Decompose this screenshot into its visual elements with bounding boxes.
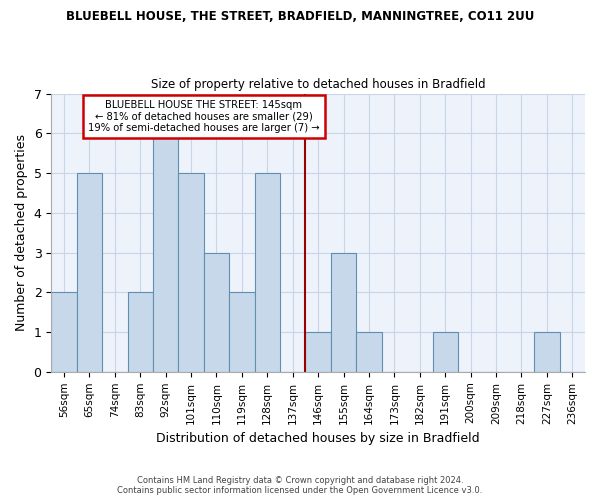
Bar bbox=[153, 134, 178, 372]
Title: Size of property relative to detached houses in Bradfield: Size of property relative to detached ho… bbox=[151, 78, 485, 91]
Bar bbox=[229, 292, 254, 372]
Bar bbox=[331, 252, 356, 372]
Text: Contains HM Land Registry data © Crown copyright and database right 2024.
Contai: Contains HM Land Registry data © Crown c… bbox=[118, 476, 482, 495]
Bar bbox=[356, 332, 382, 372]
Bar bbox=[77, 173, 102, 372]
Bar bbox=[254, 173, 280, 372]
Bar bbox=[305, 332, 331, 372]
Text: BLUEBELL HOUSE, THE STREET, BRADFIELD, MANNINGTREE, CO11 2UU: BLUEBELL HOUSE, THE STREET, BRADFIELD, M… bbox=[66, 10, 534, 23]
Bar bbox=[51, 292, 77, 372]
Bar bbox=[178, 173, 204, 372]
X-axis label: Distribution of detached houses by size in Bradfield: Distribution of detached houses by size … bbox=[157, 432, 480, 445]
Bar bbox=[433, 332, 458, 372]
Y-axis label: Number of detached properties: Number of detached properties bbox=[15, 134, 28, 331]
Bar bbox=[204, 252, 229, 372]
Text: BLUEBELL HOUSE THE STREET: 145sqm
← 81% of detached houses are smaller (29)
19% : BLUEBELL HOUSE THE STREET: 145sqm ← 81% … bbox=[88, 100, 320, 132]
Bar bbox=[128, 292, 153, 372]
Bar bbox=[534, 332, 560, 372]
